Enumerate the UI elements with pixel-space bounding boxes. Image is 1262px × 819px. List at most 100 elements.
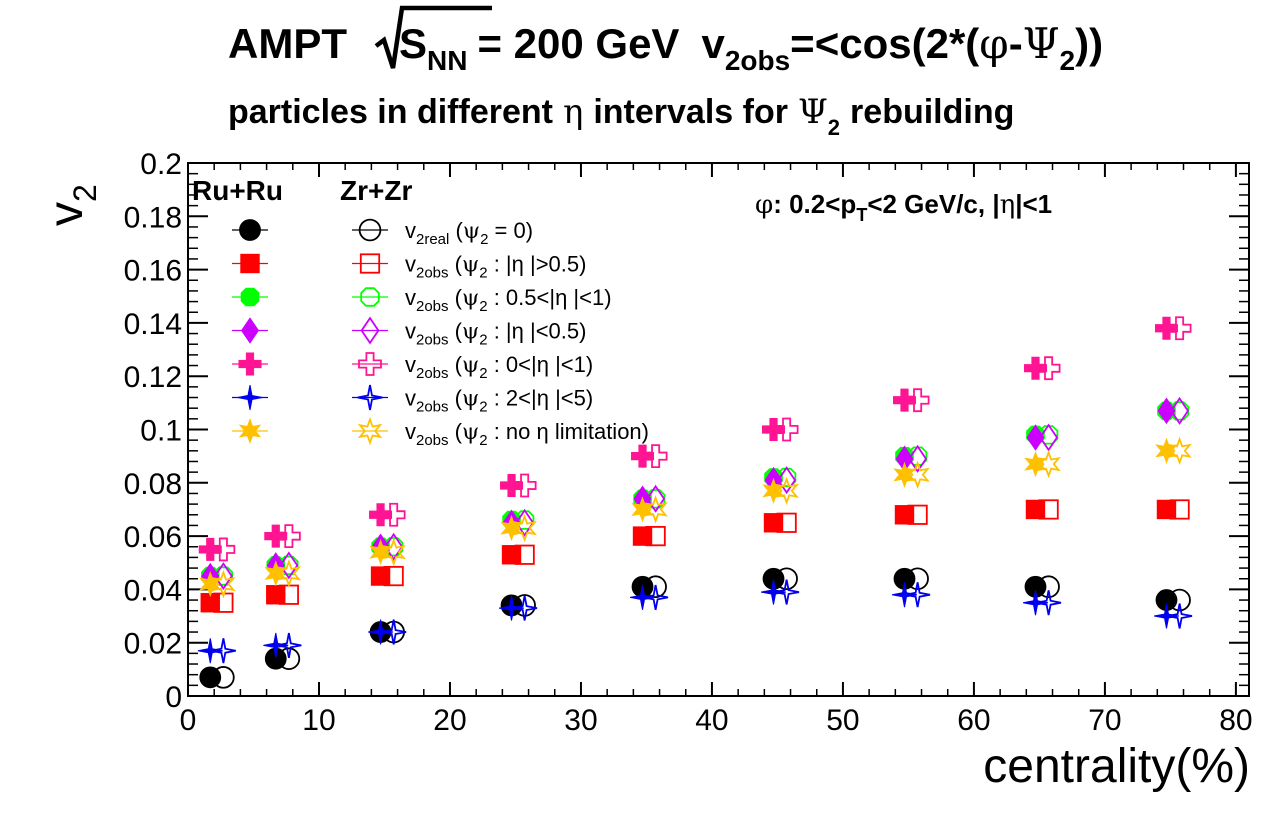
zr-point-star6 [512,513,537,543]
y-axis-label: v2 [40,184,103,226]
zr-point-star4 [512,595,538,621]
legend-zr-star6-marker [357,416,383,446]
zr-point-circle [644,575,667,599]
legend-label: v2obs (ψ2 : no η limitation) [405,419,649,449]
sqrt-sign [374,5,492,69]
y-tick-label: 0.04 [124,574,182,607]
y-tick-label: 0.08 [124,468,182,501]
zr-point-square [383,565,404,587]
ru-point-plus [762,418,786,441]
zr-point-plus [1036,356,1061,381]
ru-point-plus [1154,316,1178,340]
zr-point-square [514,544,535,565]
plot-frame [187,162,1250,697]
zr-point-diamond [908,444,928,473]
x-tick-label: 10 [302,704,335,737]
ru-point-plus [631,444,655,468]
legend-label: v2real (ψ2 = 0) [405,218,533,248]
annot-text2: <2 GeV/c, | [867,189,999,219]
zr-point-star4 [774,579,800,605]
zr-point-diamond [384,532,404,561]
ru-point-star6 [893,461,916,488]
zr-point-square [907,504,928,525]
zr-point-star4 [276,632,302,658]
ru-point-square [266,585,286,605]
title-close: )) [1075,20,1103,67]
series-2 [201,401,1190,586]
zr-point-circle [775,567,798,591]
ru-point-square [370,566,391,586]
ru-point-square [501,545,522,565]
series-6 [198,436,1192,599]
ru-point-plus [893,388,917,412]
zr-point-star4 [643,584,669,610]
zr-point-star6 [381,537,406,567]
title-prefix: AMPT [228,20,347,67]
zr-point-square [1038,499,1059,520]
x-tick-label: 60 [957,704,990,737]
zr-point-plus [381,502,406,527]
y-tick-label: 0.14 [124,308,182,341]
ru-point-diamond [1157,397,1176,425]
ru-point-square [894,505,915,525]
x-tick-label: 40 [695,704,728,737]
x-tick-label: 20 [433,704,466,737]
legend-entry: v2obs (ψ2 : 0.5<|η |<1) [232,285,612,315]
zr-point-star6 [211,569,236,599]
ru-point-square [632,526,653,546]
y-tick-label: 0.06 [124,521,182,554]
annot-sub: T [856,205,867,225]
zr-point-square [1169,499,1190,520]
y-tick-label: 0.18 [124,201,182,234]
subtitle-psi-sub: 2 [828,115,840,140]
series-4 [198,316,1192,562]
zr-point-star6 [905,460,930,490]
y-tick-label: 0.2 [140,148,182,181]
legend-label: v2obs (ψ2 : 0.5<|η |<1) [405,285,612,315]
chart-title-line1: AMPT SNN = 200 GeV v2obs=<cos(2*(φ-Ψ2)) [228,19,1103,76]
y-tick-label: 0.16 [124,255,182,288]
title-sqrt-s: S [399,20,427,67]
zr-point-plus [276,524,301,548]
legend-entry: v2obs (ψ2 : |η |<0.5) [232,316,586,349]
title-psi: Ψ [1023,19,1060,68]
y-tick-label: 0.1 [140,415,182,448]
ru-point-square [1156,499,1177,520]
title-sqrt-sub: NN [427,45,467,76]
ru-point-star4 [1023,590,1048,616]
annot-text3: |<1 [1015,189,1052,219]
title-psi-sub: 2 [1060,45,1076,76]
ru-point-star6 [369,539,392,566]
legend-label: v2obs (ψ2 : 2<|η |<5) [405,386,593,416]
ru-point-plus [369,503,393,527]
zr-point-star6 [276,559,302,588]
x-tick-label: 80 [1219,704,1252,737]
ru-point-circle [199,666,222,689]
axis-ticks: 0 10 20 30 40 50 60 70 80 0 0.02 0.04 0.06 0.08 0.1 0.1… [124,148,1253,737]
legend-label: v2obs (ψ2 : |η |>0.5) [405,252,586,282]
series-0 [199,567,1191,689]
zr-point-diamond [515,508,535,537]
x-tick-label: 70 [1088,704,1121,737]
legend-header-zr: Zr+Zr [340,175,412,206]
legend-zr-star4-marker [357,384,383,411]
ru-point-square [763,513,784,533]
zr-point-diamond [213,562,233,591]
ru-point-star6 [1155,437,1178,464]
x-axis-label: centrality(%) [983,740,1250,793]
legend: v2real (ψ2 = 0)v2obs (ψ2 : |η |>0.5)v2ob… [232,218,649,449]
ru-point-diamond [1026,424,1045,451]
ru-point-plus [1023,356,1047,380]
legend-zr-cross-marker [360,287,380,307]
legend-entry: v2real (ψ2 = 0) [232,218,533,248]
subtitle-eta: η [563,92,583,132]
zr-point-star4 [905,582,931,608]
y-tick-label: 0.02 [124,628,182,661]
chart-title-line2: particles in different η intervals for Ψ2 re… [228,92,1014,140]
zr-point-plus [643,444,668,469]
ru-point-plus [264,524,288,548]
kinematic-cut-annotation: φ: 0.2<pT<2 GeV/c, |η|<1 [755,189,1052,225]
ru-point-star6 [1024,451,1047,478]
zr-point-star4 [1036,590,1062,616]
